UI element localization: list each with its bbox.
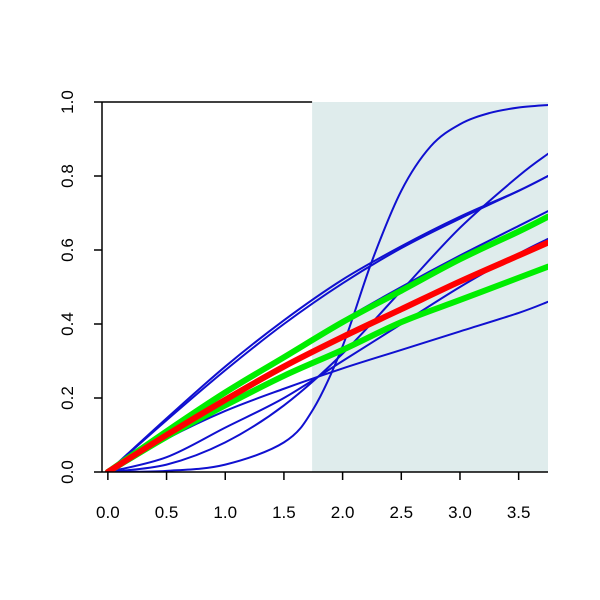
axis-frame-layer <box>101 101 548 473</box>
x-tick-label: 0.5 <box>155 503 179 522</box>
series-line-8 <box>104 213 548 472</box>
x-tick-label: 3.0 <box>448 503 472 522</box>
x-tick-label: 1.5 <box>272 503 296 522</box>
shaded-region <box>312 102 548 472</box>
shaded-region-layer <box>312 102 548 472</box>
y-tick-label: 0.6 <box>58 238 77 262</box>
series-line-4 <box>106 175 548 472</box>
x-axis: 0.0 0.5 1.0 1.5 2.0 2.5 3.0 3.5 <box>96 472 530 522</box>
series-line-1 <box>106 103 548 472</box>
y-axis: 0.0 0.2 0.4 0.6 0.8 1.0 <box>58 90 102 484</box>
series-layer <box>104 103 548 472</box>
y-tick-label: 0.4 <box>58 312 77 336</box>
series-line-10 <box>104 239 548 472</box>
y-tick-label: 1.0 <box>58 90 77 114</box>
y-tick-label: 0.0 <box>58 460 77 484</box>
x-tick-label: 3.5 <box>507 503 531 522</box>
y-tick-label: 0.2 <box>58 386 77 410</box>
x-tick-label: 2.0 <box>331 503 355 522</box>
x-tick-label: 0.0 <box>96 503 120 522</box>
y-tick-label: 0.8 <box>58 164 77 188</box>
x-tick-label: 1.0 <box>213 503 237 522</box>
x-tick-label: 2.5 <box>389 503 413 522</box>
